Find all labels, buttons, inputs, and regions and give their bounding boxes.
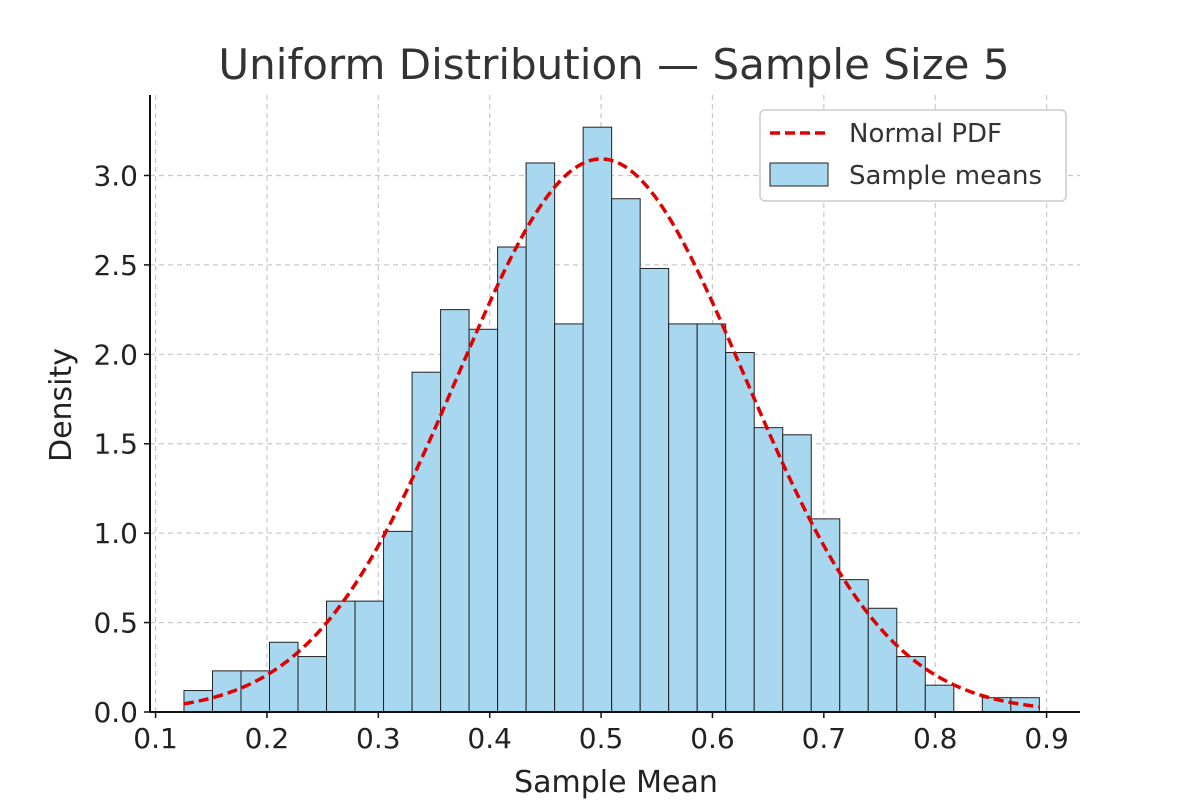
histogram-bar: [240, 670, 271, 713]
histogram-bar: [839, 579, 869, 713]
x-axis-ticks: 0.1 0.2 0.3 0.4 0.5 0.6 0.7 0.8 0.9: [133, 712, 1069, 755]
x-tick-label: 0.6: [690, 722, 735, 755]
x-tick-label: 0.8: [913, 722, 958, 755]
histogram-bar: [696, 323, 727, 713]
legend-label-normal-pdf: Normal PDF: [849, 119, 1002, 149]
x-tick-label: 0.5: [579, 722, 624, 755]
y-tick-label: 2.5: [93, 249, 138, 282]
legend-frame: [759, 109, 1067, 202]
histogram-bar: [183, 690, 213, 713]
x-tick-label: 0.3: [356, 722, 401, 755]
histogram-bar: [269, 641, 299, 713]
histogram-bar: [924, 684, 955, 713]
histogram-bar: [668, 323, 698, 713]
histogram-bars: [183, 126, 1040, 713]
normal-pdf-curve: [183, 157, 1040, 709]
histogram-bar: [582, 126, 613, 713]
histogram-bar: [753, 427, 784, 713]
y-tick-label: 1.0: [93, 517, 138, 550]
histogram-bar: [867, 607, 898, 713]
histogram-bar: [554, 323, 584, 713]
legend-swatch-sample-means: [769, 162, 829, 187]
histogram-bar: [383, 530, 413, 713]
x-tick-label: 0.2: [245, 722, 290, 755]
histogram-bar: [639, 267, 670, 713]
histogram-bar: [468, 328, 499, 713]
histogram-bar: [440, 309, 470, 713]
x-tick-label: 0.7: [802, 722, 847, 755]
y-axis-ticks: 0.0 0.5 1.0 1.5 2.0 2.5 3.0: [93, 159, 150, 729]
histogram-bar: [725, 352, 755, 713]
x-tick-label: 0.4: [467, 722, 512, 755]
y-tick-label: 0.0: [93, 696, 138, 729]
histogram-bar: [297, 656, 328, 713]
legend-label-sample-means: Sample means: [849, 161, 1042, 191]
chart-title: Uniform Distribution — Sample Size 5: [218, 40, 1009, 89]
y-tick-label: 1.5: [93, 428, 138, 461]
histogram-bar: [497, 246, 527, 713]
y-tick-label: 2.0: [93, 338, 138, 371]
x-tick-label: 0.1: [133, 722, 178, 755]
y-axis-label: Density: [44, 348, 79, 462]
legend: Normal PDF Sample means: [759, 109, 1067, 202]
histogram-bar: [525, 162, 556, 713]
y-tick-label: 3.0: [93, 159, 138, 192]
x-tick-label: 0.9: [1024, 722, 1069, 755]
histogram-bar: [354, 600, 385, 713]
normal-pdf-line: [183, 157, 1040, 709]
y-tick-label: 0.5: [93, 607, 138, 640]
axes: [149, 95, 1080, 713]
histogram-bar: [611, 198, 641, 713]
x-axis-label: Sample Mean: [514, 765, 718, 800]
